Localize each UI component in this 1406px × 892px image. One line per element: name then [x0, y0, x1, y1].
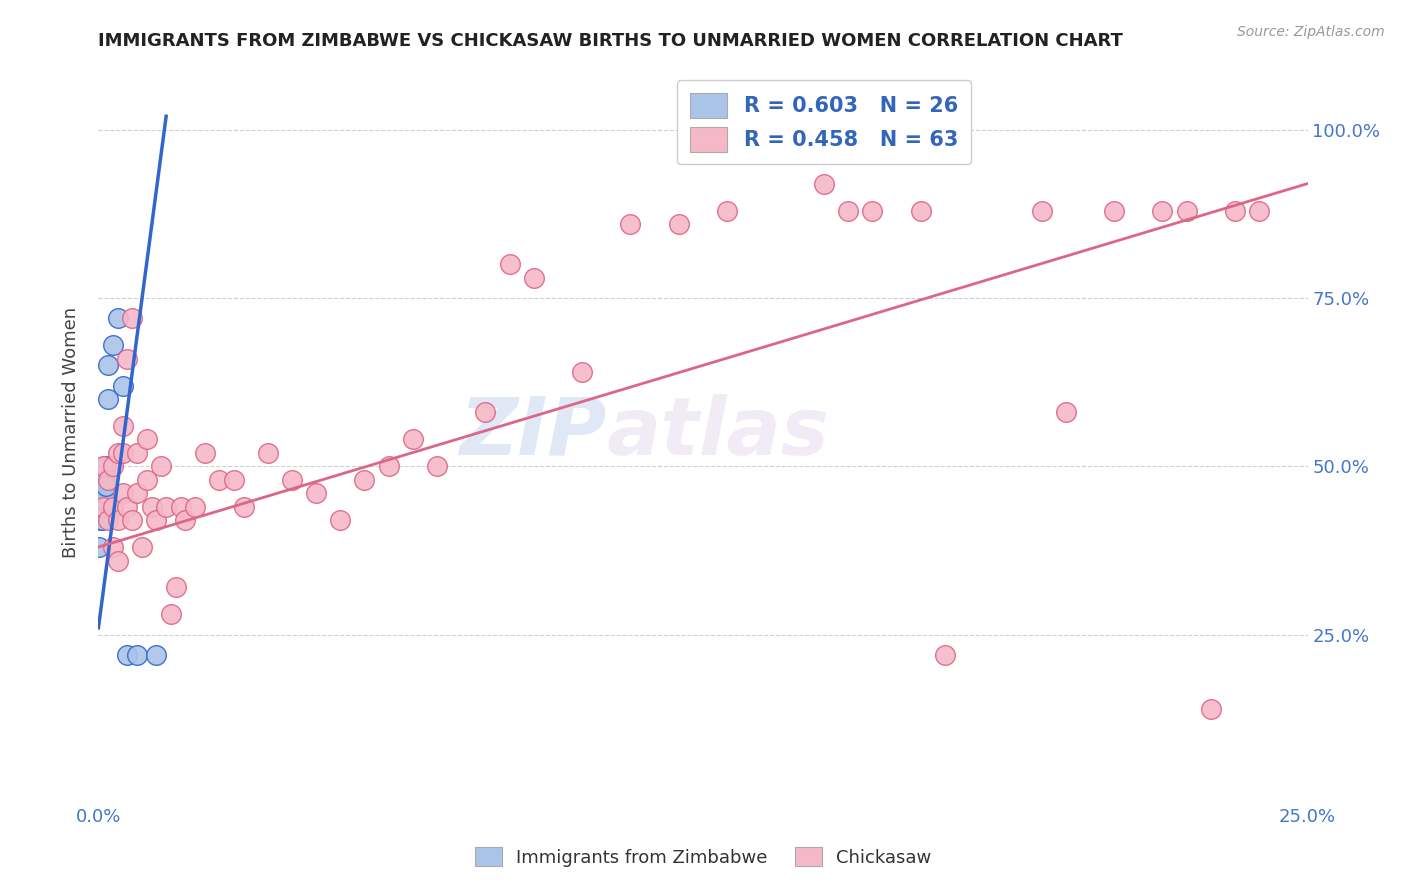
Text: atlas: atlas — [606, 393, 830, 472]
Point — [97, 392, 120, 406]
Point — [232, 500, 254, 514]
Point — [305, 486, 328, 500]
Point — [837, 203, 859, 218]
Point — [101, 459, 124, 474]
Text: IMMIGRANTS FROM ZIMBABWE VS CHICKASAW BIRTHS TO UNMARRIED WOMEN CORRELATION CHAR: IMMIGRANTS FROM ZIMBABWE VS CHICKASAW BI… — [98, 32, 1123, 50]
Point — [90, 500, 112, 514]
Text: Source: ZipAtlas.com: Source: ZipAtlas.com — [1237, 25, 1385, 39]
Point — [169, 500, 191, 514]
Point — [1249, 203, 1271, 218]
Point — [135, 473, 157, 487]
Point — [101, 338, 124, 352]
Point — [910, 203, 932, 218]
Point — [619, 217, 641, 231]
Point — [94, 473, 117, 487]
Point — [145, 513, 167, 527]
Point — [194, 446, 217, 460]
Point — [91, 500, 114, 514]
Point — [121, 513, 143, 527]
Point — [96, 479, 118, 493]
Point — [474, 405, 496, 419]
Point — [117, 500, 139, 514]
Point — [111, 446, 134, 460]
Point — [89, 486, 111, 500]
Point — [111, 418, 134, 433]
Point — [90, 486, 112, 500]
Point — [131, 540, 153, 554]
Point — [353, 473, 375, 487]
Point — [127, 486, 149, 500]
Point — [668, 217, 690, 231]
Text: ZIP: ZIP — [458, 393, 606, 472]
Point — [91, 492, 114, 507]
Point — [135, 433, 157, 447]
Point — [402, 433, 425, 447]
Y-axis label: Births to Unmarried Women: Births to Unmarried Women — [62, 307, 80, 558]
Point — [165, 581, 187, 595]
Point — [571, 365, 593, 379]
Point — [101, 500, 124, 514]
Point — [107, 553, 129, 567]
Point — [117, 648, 139, 662]
Point — [91, 500, 114, 514]
Point — [1199, 701, 1222, 715]
Point — [94, 459, 117, 474]
Point — [498, 257, 520, 271]
Point — [150, 459, 173, 474]
Point — [97, 473, 120, 487]
Point — [141, 500, 163, 514]
Point — [934, 648, 956, 662]
Point — [256, 446, 278, 460]
Legend: R = 0.603   N = 26, R = 0.458   N = 63: R = 0.603 N = 26, R = 0.458 N = 63 — [678, 80, 970, 164]
Point — [1102, 203, 1125, 218]
Point — [91, 473, 114, 487]
Point — [91, 500, 114, 514]
Point — [107, 513, 129, 527]
Point — [93, 486, 115, 500]
Point — [1175, 203, 1198, 218]
Point — [107, 446, 129, 460]
Point — [860, 203, 883, 218]
Point — [184, 500, 207, 514]
Point — [174, 513, 197, 527]
Point — [93, 479, 115, 493]
Point — [222, 473, 245, 487]
Point — [145, 648, 167, 662]
Point — [160, 607, 183, 622]
Point — [1054, 405, 1077, 419]
Point — [281, 473, 304, 487]
Point — [97, 513, 120, 527]
Point — [89, 540, 111, 554]
Point — [523, 270, 546, 285]
Point — [155, 500, 177, 514]
Point — [90, 513, 112, 527]
Point — [91, 486, 114, 500]
Point — [90, 513, 112, 527]
Point — [1152, 203, 1174, 218]
Point — [329, 513, 352, 527]
Point — [208, 473, 231, 487]
Legend: Immigrants from Zimbabwe, Chickasaw: Immigrants from Zimbabwe, Chickasaw — [467, 840, 939, 874]
Point — [121, 311, 143, 326]
Point — [716, 203, 738, 218]
Point — [127, 648, 149, 662]
Point — [1031, 203, 1053, 218]
Point — [93, 492, 115, 507]
Point — [97, 359, 120, 373]
Point — [101, 540, 124, 554]
Point — [117, 351, 139, 366]
Point — [111, 378, 134, 392]
Point — [127, 446, 149, 460]
Point — [91, 459, 114, 474]
Point — [377, 459, 399, 474]
Point — [107, 311, 129, 326]
Point — [111, 486, 134, 500]
Point — [89, 500, 111, 514]
Point — [813, 177, 835, 191]
Point — [1223, 203, 1246, 218]
Point — [426, 459, 449, 474]
